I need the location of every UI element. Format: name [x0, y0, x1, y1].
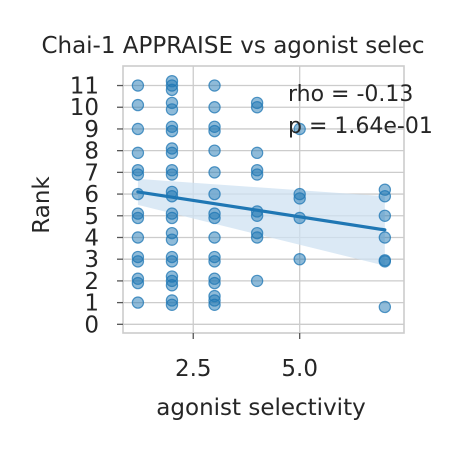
data-point-43 — [208, 144, 221, 157]
data-point-3 — [131, 146, 145, 160]
data-point-64 — [250, 231, 264, 244]
data-point-55 — [208, 298, 221, 311]
data-point-39 — [208, 79, 221, 92]
data-point-68 — [293, 192, 306, 205]
data-point-2 — [131, 122, 145, 136]
data-point-40 — [208, 101, 221, 114]
data-point-77 — [378, 300, 392, 314]
y-tick-label-5: 5 — [84, 204, 99, 230]
x-tick-label-2.5: 2.5 — [175, 356, 212, 382]
data-point-70 — [293, 252, 306, 266]
y-tick-label-7: 7 — [84, 160, 99, 186]
data-point-60 — [250, 168, 264, 181]
x-tick-label-5.0: 5.0 — [281, 356, 318, 382]
y-tick-label-3: 3 — [84, 247, 99, 273]
data-point-31 — [165, 233, 179, 246]
y-tick-label-6: 6 — [84, 182, 99, 208]
data-point-57 — [250, 101, 264, 114]
y-tick-label-11: 11 — [70, 74, 99, 100]
data-point-76 — [378, 255, 392, 268]
data-point-58 — [250, 146, 264, 160]
y-tick-label-0: 0 — [84, 312, 99, 338]
data-point-50 — [208, 255, 221, 268]
y-tick-label-9: 9 — [84, 117, 99, 143]
y-tick-label-4: 4 — [84, 225, 99, 251]
data-point-48 — [208, 231, 221, 244]
data-point-66 — [293, 122, 306, 136]
p-value-annotation: p = 1.64e-01 — [288, 114, 433, 139]
y-axis-label: Rank — [29, 176, 55, 234]
data-point-44 — [208, 166, 221, 179]
plot-frame — [122, 65, 405, 334]
data-point-73 — [378, 209, 392, 222]
data-point-14 — [131, 296, 145, 309]
data-point-19 — [165, 103, 179, 116]
data-point-36 — [165, 279, 179, 292]
data-points — [131, 74, 392, 314]
data-point-65 — [250, 274, 264, 288]
data-point-11 — [131, 255, 145, 268]
chart-title: Chai-1 APPRAISE vs agonist selec — [41, 33, 424, 59]
data-point-33 — [165, 255, 179, 268]
data-point-38 — [165, 298, 179, 311]
x-axis-ticks: 2.5 5.0 — [175, 333, 318, 382]
data-point-42 — [208, 124, 221, 138]
data-point-29 — [165, 211, 179, 225]
axes-frame — [122, 65, 405, 334]
data-point-45 — [208, 187, 221, 201]
y-tick-label-2: 2 — [84, 269, 99, 295]
data-point-1 — [131, 98, 145, 112]
data-point-47 — [208, 211, 221, 225]
data-point-25 — [165, 168, 179, 181]
data-point-17 — [165, 83, 179, 97]
data-point-13 — [131, 276, 145, 290]
rho-annotation: rho = -0.13 — [288, 82, 413, 107]
y-tick-label-8: 8 — [84, 139, 99, 165]
y-tick-label-1: 1 — [84, 291, 99, 317]
regression-line-layer — [136, 190, 387, 232]
data-point-21 — [165, 124, 179, 138]
data-point-74 — [378, 231, 392, 244]
data-point-72 — [378, 190, 392, 203]
y-tick-label-10: 10 — [70, 95, 99, 121]
regression-line — [136, 190, 387, 232]
data-point-8 — [131, 211, 145, 225]
data-point-5 — [131, 168, 145, 181]
data-point-9 — [131, 231, 145, 244]
data-point-52 — [208, 276, 221, 290]
data-point-0 — [131, 79, 145, 92]
data-point-23 — [165, 146, 179, 160]
x-axis-label: agonist selectivity — [156, 395, 365, 421]
